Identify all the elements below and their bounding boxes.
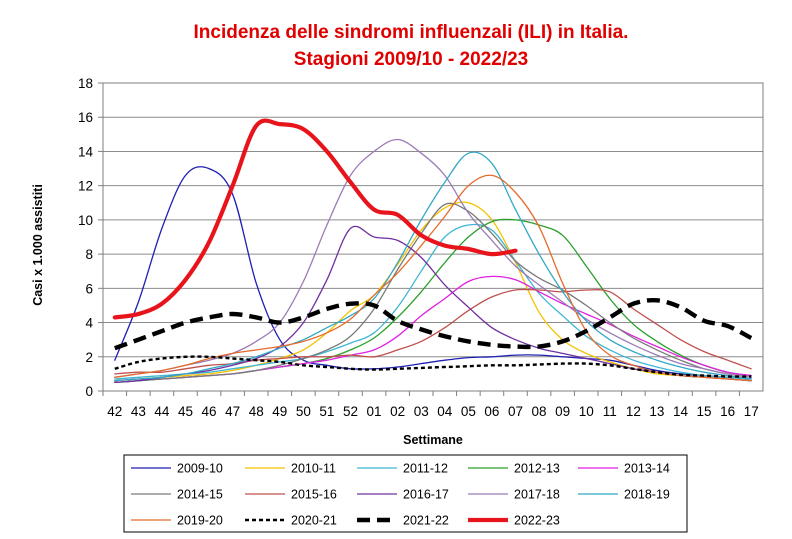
- grid: [98, 82, 763, 396]
- y-tick-label: 0: [85, 384, 93, 399]
- legend-label: 2012-13: [514, 462, 560, 476]
- y-tick-label: 12: [78, 179, 93, 194]
- legend-label: 2018-19: [624, 488, 670, 502]
- x-tick-label: 44: [154, 404, 170, 419]
- series-line-2019-20: [114, 174, 752, 382]
- x-tick-label: 48: [249, 404, 264, 419]
- legend-label: 2019-20: [177, 514, 223, 528]
- x-tick-label: 51: [319, 404, 334, 419]
- series-line-2021-22: [114, 297, 753, 351]
- x-tick-label: 05: [461, 404, 476, 419]
- x-tick-label: 43: [131, 404, 146, 419]
- y-tick-label: 8: [85, 247, 93, 262]
- series-layer: [112, 118, 753, 384]
- y-tick-label: 2: [85, 350, 93, 365]
- legend-label: 2010-11: [291, 462, 336, 476]
- x-tick-label: 02: [390, 404, 405, 419]
- x-tick-label: 09: [555, 404, 570, 419]
- x-tick-labels: 42 43 44 45 46 47 48 49 50 51 52 01 02 03 04 05 06 07 08 09…: [107, 404, 758, 419]
- legend-label: 2009-10: [177, 462, 223, 476]
- legend-label: 2015-16: [291, 488, 337, 502]
- y-tick-label: 6: [85, 281, 93, 296]
- series-line-2022-23: [112, 118, 518, 320]
- x-tick-label: 16: [720, 404, 735, 419]
- y-axis-label: Casi x 1.000 assistiti: [31, 184, 45, 306]
- y-tick-label: 10: [78, 213, 93, 228]
- legend-label: 2011-12: [403, 462, 448, 476]
- x-tick-label: 06: [484, 404, 499, 419]
- x-tick-label: 50: [296, 404, 311, 419]
- x-tick-label: 42: [107, 404, 122, 419]
- x-tick-label: 49: [272, 404, 287, 419]
- x-tick-label: 07: [508, 404, 523, 419]
- legend-label: 2014-15: [177, 488, 223, 502]
- x-tick-label: 13: [649, 404, 664, 419]
- x-tick-label: 15: [697, 404, 712, 419]
- x-axis-label: Settimane: [403, 433, 463, 447]
- series-line-2015-16: [114, 288, 752, 375]
- y-tick-label: 16: [78, 110, 93, 125]
- x-tick-label: 52: [343, 404, 358, 419]
- x-tick-label: 46: [202, 404, 217, 419]
- x-tick-label: 10: [579, 404, 594, 419]
- x-tick-label: 08: [532, 404, 547, 419]
- x-tick-label: 17: [744, 404, 759, 419]
- y-tick-labels: 0 2 4 6 8 10 12 14 16 18: [78, 76, 94, 399]
- x-tick-label: 47: [225, 404, 240, 419]
- legend-label: 2021-22: [403, 514, 449, 528]
- series-line-2011-12: [114, 223, 752, 380]
- plot-frame: [102, 82, 764, 392]
- y-tick-label: 18: [78, 76, 93, 91]
- x-tick-label: 12: [626, 404, 641, 419]
- series-line-2018-19: [114, 151, 752, 382]
- x-tick-label: 14: [673, 404, 689, 419]
- chart-title: Incidenza delle sindromi influenzali (IL…: [194, 22, 629, 43]
- legend-label: 2020-21: [291, 514, 337, 528]
- y-tick-label: 4: [85, 316, 93, 331]
- series-line-2014-15: [114, 202, 752, 384]
- legend: 2009-10 2010-11 2011-12 2012-13 2013-14 2014-…: [131, 462, 670, 528]
- series-line-2020-21: [114, 355, 752, 378]
- x-tick-label: 11: [603, 404, 617, 419]
- x-tick-label: 45: [178, 404, 193, 419]
- x-tick-label: 03: [414, 404, 429, 419]
- series-line-2009-10: [114, 166, 752, 380]
- y-tick-label: 14: [78, 144, 94, 159]
- legend-label: 2022-23: [514, 514, 560, 528]
- x-tick-label: 04: [437, 404, 453, 419]
- chart-subtitle: Stagioni 2009/10 - 2022/23: [294, 49, 528, 70]
- legend-label: 2013-14: [624, 462, 670, 476]
- legend-label: 2017-18: [514, 488, 560, 502]
- x-tick-label: 01: [367, 404, 382, 419]
- legend-label: 2016-17: [403, 488, 449, 502]
